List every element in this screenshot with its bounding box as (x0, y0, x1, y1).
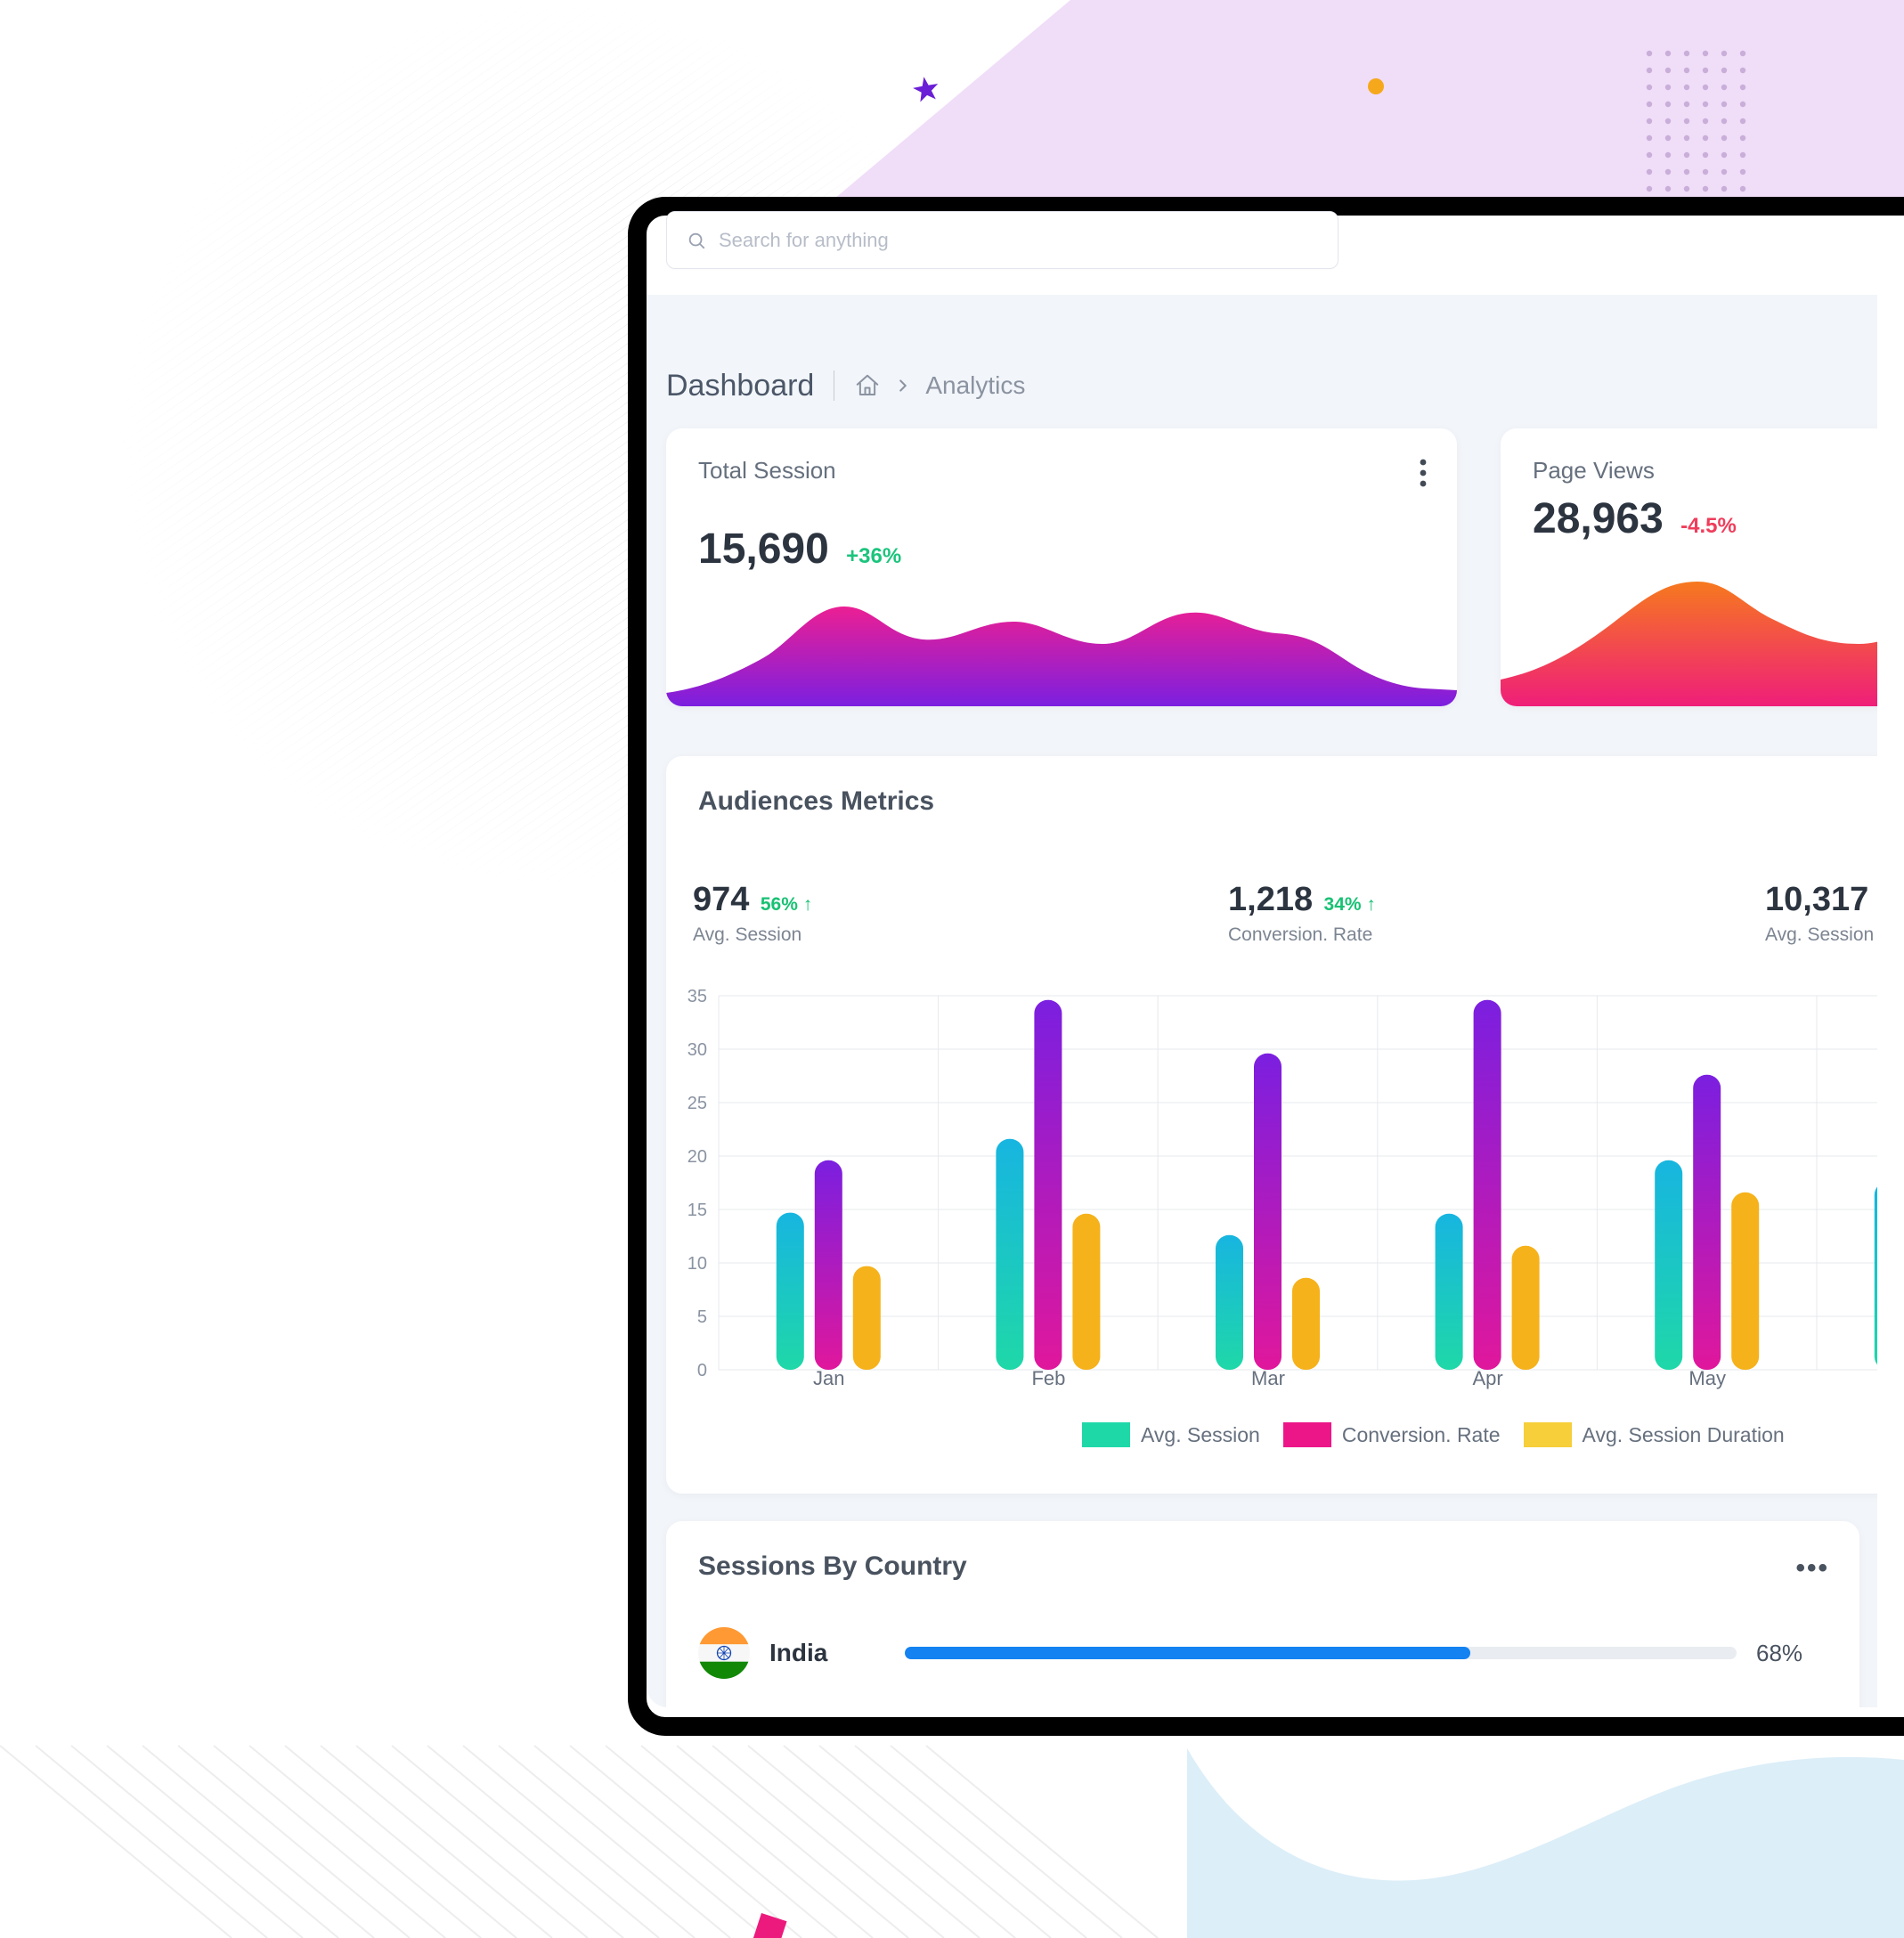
svg-text:0: 0 (697, 1361, 707, 1380)
svg-text:15: 15 (688, 1201, 707, 1220)
svg-text:Apr: Apr (1472, 1367, 1502, 1389)
svg-text:May: May (1688, 1367, 1726, 1389)
svg-text:Feb: Feb (1031, 1367, 1065, 1389)
svg-text:10: 10 (688, 1254, 707, 1274)
svg-text:25: 25 (688, 1094, 707, 1113)
svg-text:20: 20 (688, 1147, 707, 1167)
svg-text:Jan: Jan (813, 1367, 844, 1389)
svg-text:Mar: Mar (1251, 1367, 1285, 1389)
svg-text:30: 30 (688, 1040, 707, 1060)
svg-text:5: 5 (697, 1307, 707, 1327)
svg-text:35: 35 (688, 987, 707, 1006)
